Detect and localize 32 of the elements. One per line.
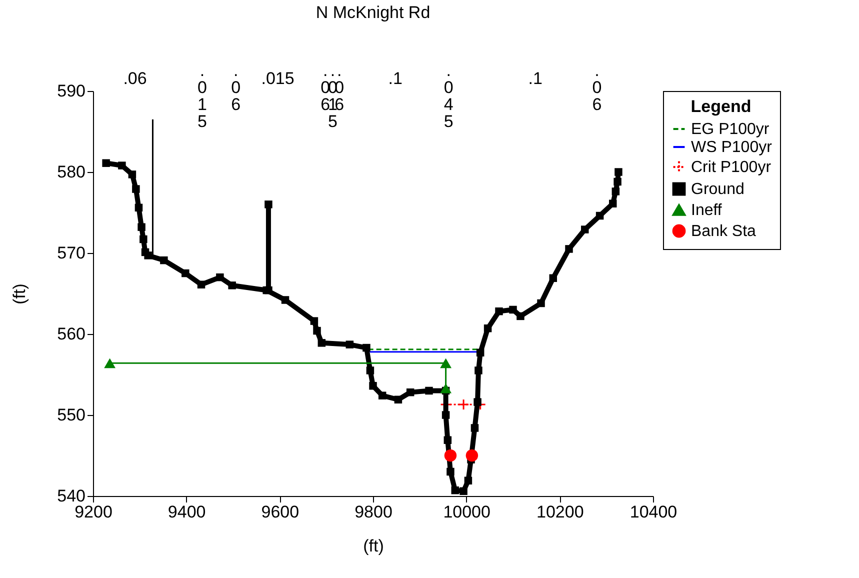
x-tick-label: 10000 bbox=[443, 502, 490, 522]
x-tick-label: 9800 bbox=[354, 502, 392, 522]
x-tick-label: 9200 bbox=[74, 502, 112, 522]
legend-label: Ground bbox=[691, 181, 744, 198]
x-tick-label: 10200 bbox=[536, 502, 584, 522]
y-tick-label: 540 bbox=[57, 486, 86, 506]
annotation: .045 bbox=[444, 61, 454, 131]
y-tick-label: 590 bbox=[57, 82, 86, 100]
y-tick-label: 570 bbox=[57, 244, 86, 262]
y-tick-label: 580 bbox=[57, 162, 86, 182]
annotation: .06 bbox=[320, 61, 330, 114]
annotation: .06 bbox=[592, 61, 602, 114]
annotation: .015 bbox=[197, 61, 207, 131]
legend-label: EG P100yr bbox=[691, 121, 770, 138]
text: .06 bbox=[123, 69, 147, 88]
legend-label: Bank Sta bbox=[691, 223, 756, 240]
legend-label: WS P100yr bbox=[691, 139, 773, 156]
text: .1 bbox=[528, 69, 542, 88]
y-tick-label: 560 bbox=[57, 324, 86, 344]
legend-label: Ineff bbox=[691, 202, 722, 219]
x-tick-label: 9600 bbox=[261, 502, 300, 522]
y-axis-title: (ft) bbox=[10, 284, 30, 304]
annotation: .06 bbox=[231, 61, 241, 114]
chart-title: N McKnight Rd bbox=[316, 3, 430, 22]
legend-title: Legend bbox=[690, 97, 752, 116]
text: .1 bbox=[388, 69, 402, 88]
text: .015 bbox=[261, 69, 294, 88]
legend-label: Crit P100yr bbox=[691, 159, 772, 176]
x-tick-label: 10400 bbox=[630, 502, 678, 522]
x-tick-label: 9400 bbox=[168, 502, 206, 522]
y-tick-label: 550 bbox=[57, 406, 86, 424]
x-axis-title: (ft) bbox=[363, 536, 384, 556]
